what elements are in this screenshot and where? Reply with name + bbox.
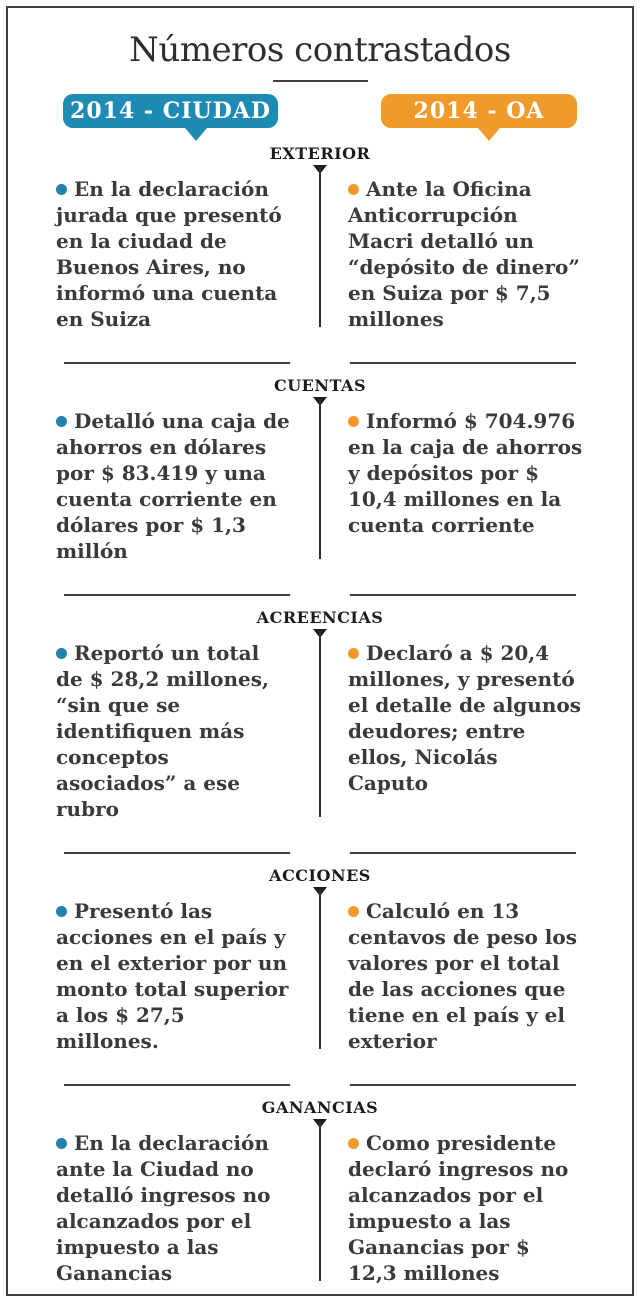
section-row: En la declaración ante la Ciudad no deta… bbox=[8, 1121, 632, 1286]
ciudad-item: En la declaración jurada que presentó en… bbox=[56, 176, 292, 332]
separator-left-segment bbox=[64, 852, 290, 854]
section-ganancias: GANANCIAS En la declaración ante la Ciud… bbox=[8, 1098, 632, 1286]
separator-left-segment bbox=[64, 1084, 290, 1086]
vertical-line bbox=[319, 167, 321, 327]
title-underline bbox=[272, 80, 368, 82]
blue-bullet-icon bbox=[56, 906, 67, 917]
section-separator bbox=[8, 1084, 632, 1086]
vertical-line bbox=[319, 889, 321, 1049]
oa-item-text: Como presidente declaró ingresos no alca… bbox=[348, 1131, 569, 1285]
section-acciones: ACCIONES Presentó las acciones en el paí… bbox=[8, 866, 632, 1054]
section-divider-column bbox=[292, 1121, 348, 1286]
section-header: EXTERIOR bbox=[269, 144, 371, 163]
separator-right-segment bbox=[350, 1084, 576, 1086]
section-row: Detalló una caja de ahorros en dólares p… bbox=[8, 399, 632, 564]
ciudad-item-text: En la declaración ante la Ciudad no deta… bbox=[56, 1131, 271, 1285]
ciudad-item-text: En la declaración jurada que presentó en… bbox=[56, 177, 282, 331]
separator-right-segment bbox=[350, 594, 576, 596]
section-divider-column bbox=[292, 167, 348, 332]
section-divider-column bbox=[292, 889, 348, 1054]
section-row: Reportó un total de $ 28,2 millones, “si… bbox=[8, 631, 632, 822]
section-header: CUENTAS bbox=[273, 376, 366, 395]
ciudad-item-text: Presentó las acciones en el país y en el… bbox=[56, 899, 289, 1053]
badge-2014-oa: 2014 - OA bbox=[381, 94, 577, 128]
oa-item: Declaró a $ 20,4 millones, y presentó el… bbox=[348, 640, 584, 822]
orange-bullet-icon bbox=[348, 906, 359, 917]
section-exterior: EXTERIOR En la declaración jurada que pr… bbox=[8, 144, 632, 332]
separator-left-segment bbox=[64, 362, 290, 364]
blue-bullet-icon bbox=[56, 416, 67, 427]
blue-bullet-icon bbox=[56, 184, 67, 195]
section-divider-column bbox=[292, 631, 348, 822]
section-header: ACCIONES bbox=[269, 866, 371, 885]
vertical-line bbox=[319, 1121, 321, 1281]
badge-2014-oa-label: 2014 - OA bbox=[413, 98, 545, 124]
separator-right-segment bbox=[350, 852, 576, 854]
orange-bullet-icon bbox=[348, 416, 359, 427]
oa-item: Calculó en 13 centavos de peso los valor… bbox=[348, 898, 584, 1054]
section-row: Presentó las acciones en el país y en el… bbox=[8, 889, 632, 1054]
section-separator bbox=[8, 594, 632, 596]
badge-2014-ciudad: 2014 - CIUDAD bbox=[63, 94, 278, 128]
section-header: ACREENCIAS bbox=[256, 608, 384, 627]
oa-item: Como presidente declaró ingresos no alca… bbox=[348, 1130, 584, 1286]
section-cuentas: CUENTAS Detalló una caja de ahorros en d… bbox=[8, 376, 632, 564]
oa-item-text: Calculó en 13 centavos de peso los valor… bbox=[348, 899, 577, 1053]
badge-row: 2014 - CIUDAD 2014 - OA bbox=[8, 94, 632, 142]
section-acreencias: ACREENCIAS Reportó un total de $ 28,2 mi… bbox=[8, 608, 632, 822]
separator-left-segment bbox=[64, 594, 290, 596]
infographic-frame: Números contrastados 2014 - CIUDAD 2014 … bbox=[6, 6, 634, 1296]
oa-item: Ante la Oficina Anticorrupción Macri det… bbox=[348, 176, 584, 332]
page-title: Números contrastados bbox=[129, 30, 511, 70]
badge-2014-ciudad-label: 2014 - CIUDAD bbox=[70, 98, 271, 124]
blue-bullet-icon bbox=[56, 648, 67, 659]
oa-item: Informó $ 704.976 en la caja de ahorros … bbox=[348, 408, 584, 564]
oa-item-text: Informó $ 704.976 en la caja de ahorros … bbox=[348, 409, 583, 537]
orange-bullet-icon bbox=[348, 648, 359, 659]
separator-right-segment bbox=[350, 362, 576, 364]
blue-bullet-icon bbox=[56, 1138, 67, 1149]
section-header: GANANCIAS bbox=[261, 1098, 379, 1117]
section-separator bbox=[8, 362, 632, 364]
section-separator bbox=[8, 852, 632, 854]
section-divider-column bbox=[292, 399, 348, 564]
oa-item-text: Ante la Oficina Anticorrupción Macri det… bbox=[348, 177, 580, 331]
ciudad-item-text: Reportó un total de $ 28,2 millones, “si… bbox=[56, 641, 270, 821]
ciudad-item: Detalló una caja de ahorros en dólares p… bbox=[56, 408, 292, 564]
ciudad-item: Reportó un total de $ 28,2 millones, “si… bbox=[56, 640, 292, 822]
ciudad-item: En la declaración ante la Ciudad no deta… bbox=[56, 1130, 292, 1286]
orange-bullet-icon bbox=[348, 184, 359, 195]
orange-bullet-icon bbox=[348, 1138, 359, 1149]
section-row: En la declaración jurada que presentó en… bbox=[8, 167, 632, 332]
oa-item-text: Declaró a $ 20,4 millones, y presentó el… bbox=[348, 641, 581, 795]
ciudad-item-text: Detalló una caja de ahorros en dólares p… bbox=[56, 409, 290, 563]
vertical-line bbox=[319, 399, 321, 559]
ciudad-item: Presentó las acciones en el país y en el… bbox=[56, 898, 292, 1054]
vertical-line bbox=[319, 631, 321, 817]
